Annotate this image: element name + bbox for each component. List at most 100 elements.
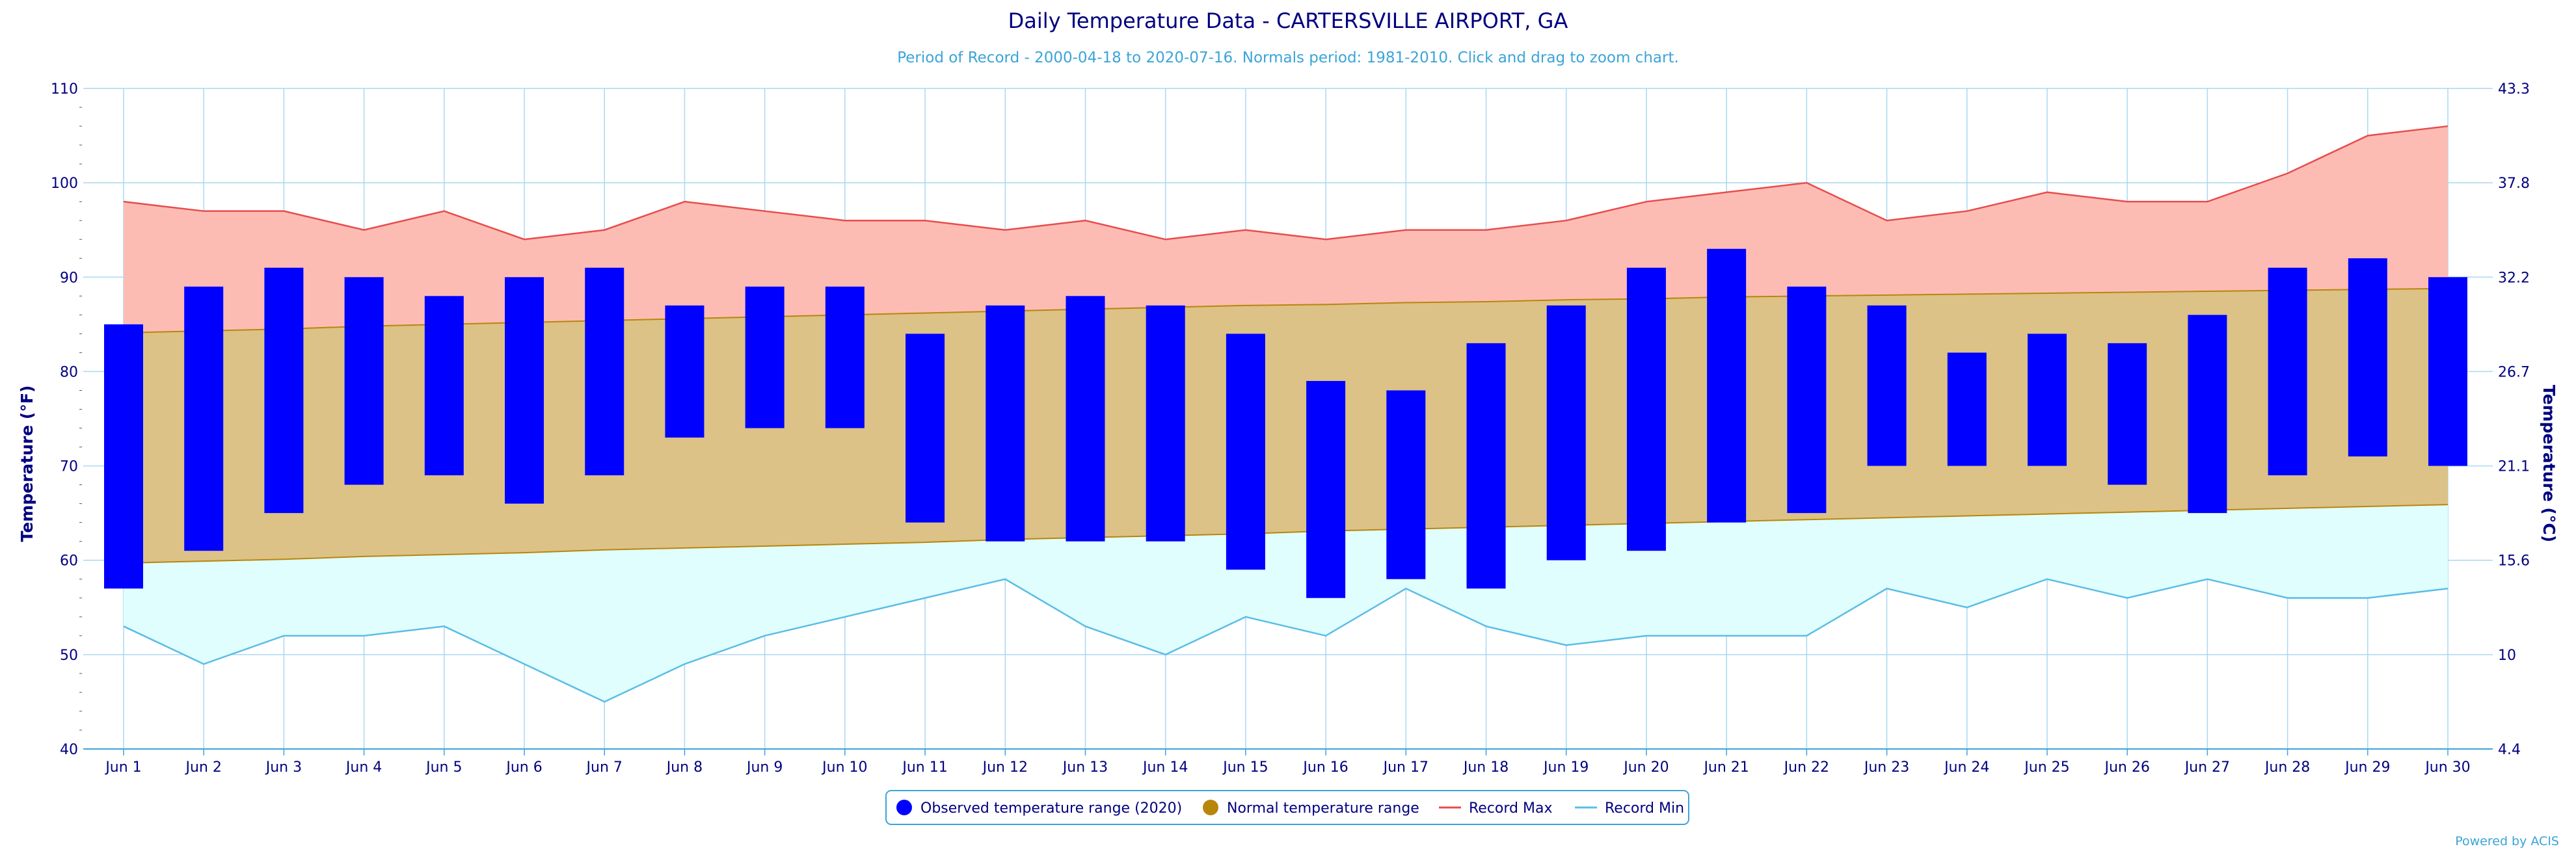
- x-tick-label: Jun 25: [2023, 759, 2069, 776]
- legend-item-normal[interactable]: Normal temperature range: [1203, 800, 1419, 817]
- x-tick-label: Jun 21: [1702, 759, 1749, 776]
- x-tick-label: Jun 14: [1142, 759, 1188, 776]
- observed-bar[interactable]: [1306, 380, 1346, 598]
- x-tick-label: Jun 23: [1863, 759, 1909, 776]
- observed-bar[interactable]: [585, 267, 624, 476]
- observed-bar[interactable]: [104, 324, 143, 589]
- legend-item-observed[interactable]: Observed temperature range (2020): [896, 800, 1182, 817]
- observed-bar[interactable]: [2268, 267, 2307, 476]
- y-tick-right: 15.6: [2498, 553, 2530, 570]
- observed-bar[interactable]: [424, 296, 464, 476]
- x-tick-label: Jun 19: [1542, 759, 1589, 776]
- y-tick-left: 60: [60, 553, 78, 570]
- y-tick-left: 110: [51, 81, 78, 98]
- record-lines: [123, 125, 2449, 703]
- x-tick-label: Jun 4: [345, 759, 382, 776]
- observed-bar[interactable]: [1707, 248, 1747, 523]
- y-tick-right: 26.7: [2498, 364, 2530, 380]
- y-tick-right: 10: [2498, 648, 2516, 664]
- y-tick-right: 37.8: [2498, 176, 2530, 192]
- observed-bar[interactable]: [2428, 277, 2467, 466]
- y-tick-left: 40: [60, 742, 78, 758]
- observed-bar[interactable]: [906, 334, 945, 523]
- legend-label-record-max: Record Max: [1469, 800, 1553, 817]
- x-tick-label: Jun 15: [1222, 759, 1268, 776]
- x-tick-label: Jun 12: [982, 759, 1028, 776]
- y-axis-right-label: Temperature (°C): [2540, 385, 2558, 542]
- x-tick-label: Jun 27: [2184, 759, 2230, 776]
- x-tick-label: Jun 16: [1302, 759, 1348, 776]
- x-tick-label: Jun 24: [1943, 759, 1989, 776]
- y-axis-left-label: Temperature (°F): [18, 386, 36, 542]
- observed-bars[interactable]: [104, 248, 2467, 598]
- x-tick-label: Jun 5: [425, 759, 462, 776]
- x-tick-label: Jun 30: [2424, 759, 2470, 776]
- y-tick-right: 21.1: [2498, 459, 2530, 475]
- observed-bar[interactable]: [1787, 286, 1827, 514]
- x-tick-label: Jun 18: [1462, 759, 1509, 776]
- record-max-line: [123, 125, 2449, 241]
- x-tick-label: Jun 8: [665, 759, 703, 776]
- observed-bar[interactable]: [825, 286, 865, 428]
- legend-item-record-max[interactable]: Record Max: [1439, 800, 1553, 817]
- observed-bar[interactable]: [505, 277, 544, 504]
- legend-item-record-min[interactable]: Record Min: [1575, 800, 1684, 817]
- legend-box: [885, 790, 1689, 825]
- y-tick-right: 32.2: [2498, 270, 2530, 286]
- x-tick-label: Jun 1: [104, 759, 141, 776]
- observed-bar[interactable]: [1626, 267, 1666, 551]
- observed-bar[interactable]: [1146, 305, 1185, 542]
- observed-bar[interactable]: [344, 277, 384, 485]
- observed-bar[interactable]: [184, 286, 224, 551]
- x-tick-label: Jun 26: [2103, 759, 2149, 776]
- observed-bar[interactable]: [1546, 305, 1586, 560]
- chart-subtitle: Period of Record - 2000-04-18 to 2020-07…: [897, 49, 1679, 66]
- normal-low-line: [123, 504, 2449, 564]
- legend-label-record-min: Record Min: [1605, 800, 1684, 817]
- normal-range-area: [124, 288, 2448, 564]
- observed-bar[interactable]: [1867, 305, 1907, 466]
- y-tick-left: 70: [60, 459, 78, 475]
- observed-bar[interactable]: [264, 267, 304, 514]
- observed-bar[interactable]: [1386, 390, 1426, 579]
- observed-bar[interactable]: [986, 305, 1025, 542]
- observed-bar[interactable]: [2348, 258, 2387, 457]
- y-tick-right: 43.3: [2498, 81, 2530, 98]
- observed-bar[interactable]: [2027, 334, 2067, 466]
- x-tick-label: Jun 3: [265, 759, 302, 776]
- x-tick-label: Jun 17: [1382, 759, 1429, 776]
- record-min-line: [123, 578, 2449, 703]
- x-tick-label: Jun 6: [505, 759, 542, 776]
- y-tick-left: 80: [60, 364, 78, 380]
- x-tick-label: Jun 22: [1783, 759, 1829, 776]
- y-tick-right: 4.4: [2498, 742, 2521, 758]
- y-tick-left: 90: [60, 270, 78, 286]
- observed-bar[interactable]: [2108, 343, 2147, 485]
- credit-link[interactable]: Powered by ACIS: [2455, 834, 2559, 848]
- observed-bar[interactable]: [1947, 352, 1987, 466]
- observed-bar[interactable]: [1066, 296, 1105, 542]
- axes: 40 4.4 50 10 60 15.6 70 21.1 80 26.7 90 32.2 100 37.8…: [51, 81, 2530, 776]
- observed-bar[interactable]: [1226, 334, 1265, 570]
- legend-marker-normal: [1203, 800, 1218, 815]
- y-tick-left: 100: [51, 176, 78, 192]
- x-tick-label: Jun 2: [185, 759, 222, 776]
- record-min-area: [124, 505, 2448, 702]
- observed-bar[interactable]: [1466, 343, 1506, 589]
- x-tick-label: Jun 20: [1622, 759, 1669, 776]
- legend-label-observed: Observed temperature range (2020): [920, 800, 1182, 817]
- x-tick-label: Jun 10: [821, 759, 867, 776]
- legend-marker-observed: [896, 800, 912, 815]
- legend[interactable]: Observed temperature range (2020) Normal…: [885, 790, 1689, 825]
- observed-bar[interactable]: [2188, 315, 2227, 514]
- x-tick-label: Jun 11: [901, 759, 947, 776]
- x-tick-label: Jun 7: [585, 759, 623, 776]
- x-tick-label: Jun 13: [1062, 759, 1108, 776]
- y-tick-left: 50: [60, 648, 78, 664]
- x-tick-label: Jun 9: [745, 759, 783, 776]
- x-tick-label: Jun 29: [2344, 759, 2390, 776]
- observed-bar[interactable]: [745, 286, 785, 428]
- observed-bar[interactable]: [665, 305, 704, 438]
- plot-areas: [124, 126, 2448, 702]
